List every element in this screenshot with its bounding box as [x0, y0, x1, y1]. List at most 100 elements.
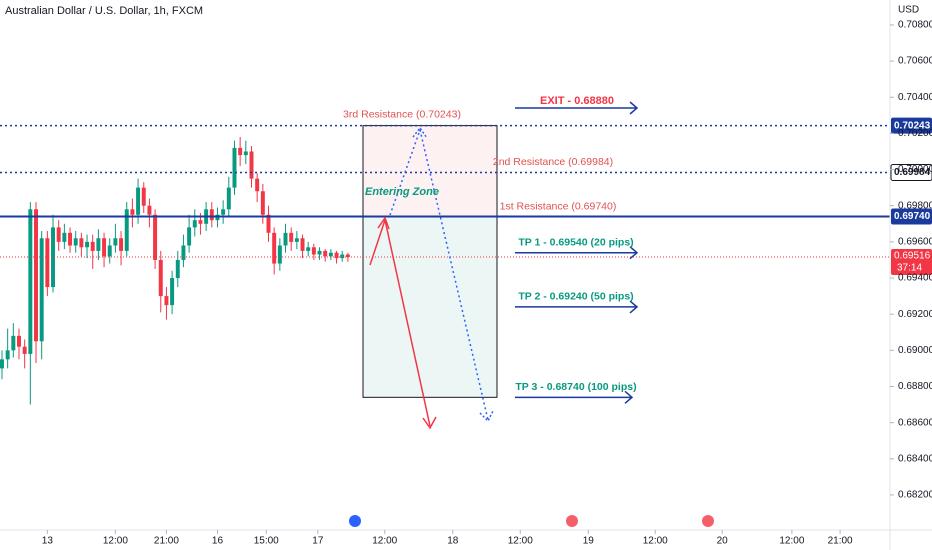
exit-arrow — [515, 101, 639, 115]
resistance-label: 3rd Resistance (0.70243) — [343, 108, 461, 120]
candle-body — [130, 209, 135, 215]
candle-body — [170, 278, 175, 306]
candle-body — [181, 245, 186, 260]
candle-body — [289, 232, 294, 242]
candle-body — [119, 238, 124, 251]
event-icon — [349, 515, 361, 527]
target-arrow — [515, 246, 639, 260]
candle-body — [73, 238, 78, 246]
candle-body — [17, 335, 21, 347]
candle-body — [34, 209, 38, 342]
candle-body — [249, 151, 254, 179]
candle-body — [345, 254, 350, 258]
candle-body — [153, 214, 158, 260]
entering-zone-label: Entering Zone — [365, 186, 439, 198]
candle-body — [209, 209, 214, 221]
candle-body — [277, 245, 282, 264]
candle-body — [51, 227, 56, 288]
y-tick-label: 0.70400 — [898, 92, 932, 103]
candle-body — [272, 232, 277, 264]
candle-body — [158, 259, 163, 297]
candle-body — [243, 151, 248, 156]
levels: 3rd Resistance (0.70243) 0.70243 2nd Resis… — [0, 108, 932, 404]
candle-body — [141, 187, 146, 206]
candle-body — [192, 220, 197, 228]
candle-body — [238, 147, 243, 156]
price-axis-tag — [891, 208, 932, 225]
target-arrow — [515, 390, 634, 404]
candles — [0, 137, 350, 405]
target-label: TP 1 - 0.69540 (20 pips) — [518, 236, 633, 248]
resistance-label: 2nd Resistance (0.69984) — [493, 156, 613, 168]
chart-title: Australian Dollar / U.S. Dollar, 1h, FXC… — [5, 5, 203, 17]
candle-body — [96, 238, 101, 251]
candle-body — [300, 238, 305, 251]
candle-body — [79, 238, 84, 248]
y-tick-label: 0.68600 — [898, 417, 932, 428]
candle-body — [62, 232, 67, 242]
red-arrowhead — [422, 416, 437, 430]
x-tick-label: 21:00 — [828, 536, 853, 547]
x-tick-label: 18 — [447, 536, 459, 547]
candle-body — [11, 335, 16, 351]
candle-body — [56, 227, 61, 242]
red-arrowhead-up — [377, 216, 390, 230]
x-tick-label: 19 — [583, 536, 595, 547]
candle-body — [68, 232, 73, 246]
price-axis-tag-label: 0.69984 — [894, 167, 931, 178]
last-price-label: 0.69516 — [894, 251, 931, 262]
y-tick-label: 0.69200 — [898, 309, 932, 320]
resistance-label: 1st Resistance (0.69740) — [500, 200, 617, 212]
candle-body — [266, 214, 271, 233]
candle-body — [124, 209, 129, 251]
candle-body — [136, 187, 141, 215]
candle-body — [198, 220, 203, 224]
countdown-label: 37:14 — [897, 263, 922, 274]
candle-body — [311, 247, 316, 255]
y-tick-label: 0.69600 — [898, 237, 932, 248]
price-axis-tag-label: 0.69740 — [894, 211, 931, 222]
y-tick-label: 0.69000 — [898, 345, 932, 356]
candle-body — [340, 254, 345, 259]
candle-body — [85, 241, 90, 248]
currency-label: USD — [898, 5, 919, 16]
candle-body — [22, 346, 27, 354]
exit-label: EXIT - 0.68880 — [540, 95, 614, 107]
price-axis-tag — [891, 117, 932, 134]
y-tick-label: 0.69400 — [898, 273, 932, 284]
x-tick-label: 17 — [312, 536, 324, 547]
y-tick-label: 0.70800 — [898, 20, 932, 31]
y-tick-label: 0.68800 — [898, 381, 932, 392]
candle-body — [255, 178, 260, 192]
candle-body — [221, 209, 226, 215]
candle-body — [294, 238, 299, 242]
event-icon — [702, 515, 714, 527]
x-tick-label: 12:00 — [103, 536, 128, 547]
candle-body — [107, 245, 112, 257]
target-label: TP 3 - 0.68740 (100 pips) — [515, 381, 636, 393]
candle-body — [226, 187, 231, 210]
candle-body — [306, 247, 311, 251]
target-label: TP 2 - 0.69240 (50 pips) — [518, 291, 633, 303]
candle-body — [147, 205, 152, 215]
candle-body — [45, 238, 50, 288]
position-zones — [362, 125, 498, 398]
candle-body — [90, 241, 95, 251]
event-icons — [349, 515, 714, 527]
x-tick-label: 12:00 — [779, 536, 804, 547]
candle-body — [39, 238, 44, 342]
x-tick-label: 13 — [42, 536, 54, 547]
candle-body — [113, 238, 118, 246]
candle-body — [334, 252, 339, 259]
candle-body — [317, 250, 322, 255]
candle-body — [102, 238, 107, 257]
y-tick-label: 0.68200 — [898, 490, 932, 501]
price-axis-tag-label: 0.70243 — [894, 120, 931, 131]
candle-body — [164, 296, 169, 306]
price-axis-tag — [890, 163, 932, 181]
candle-body — [28, 209, 33, 354]
y-tick-label: 0.70600 — [898, 56, 932, 67]
candle-body — [323, 250, 328, 257]
y-tick-label: 0.69800 — [898, 200, 932, 211]
